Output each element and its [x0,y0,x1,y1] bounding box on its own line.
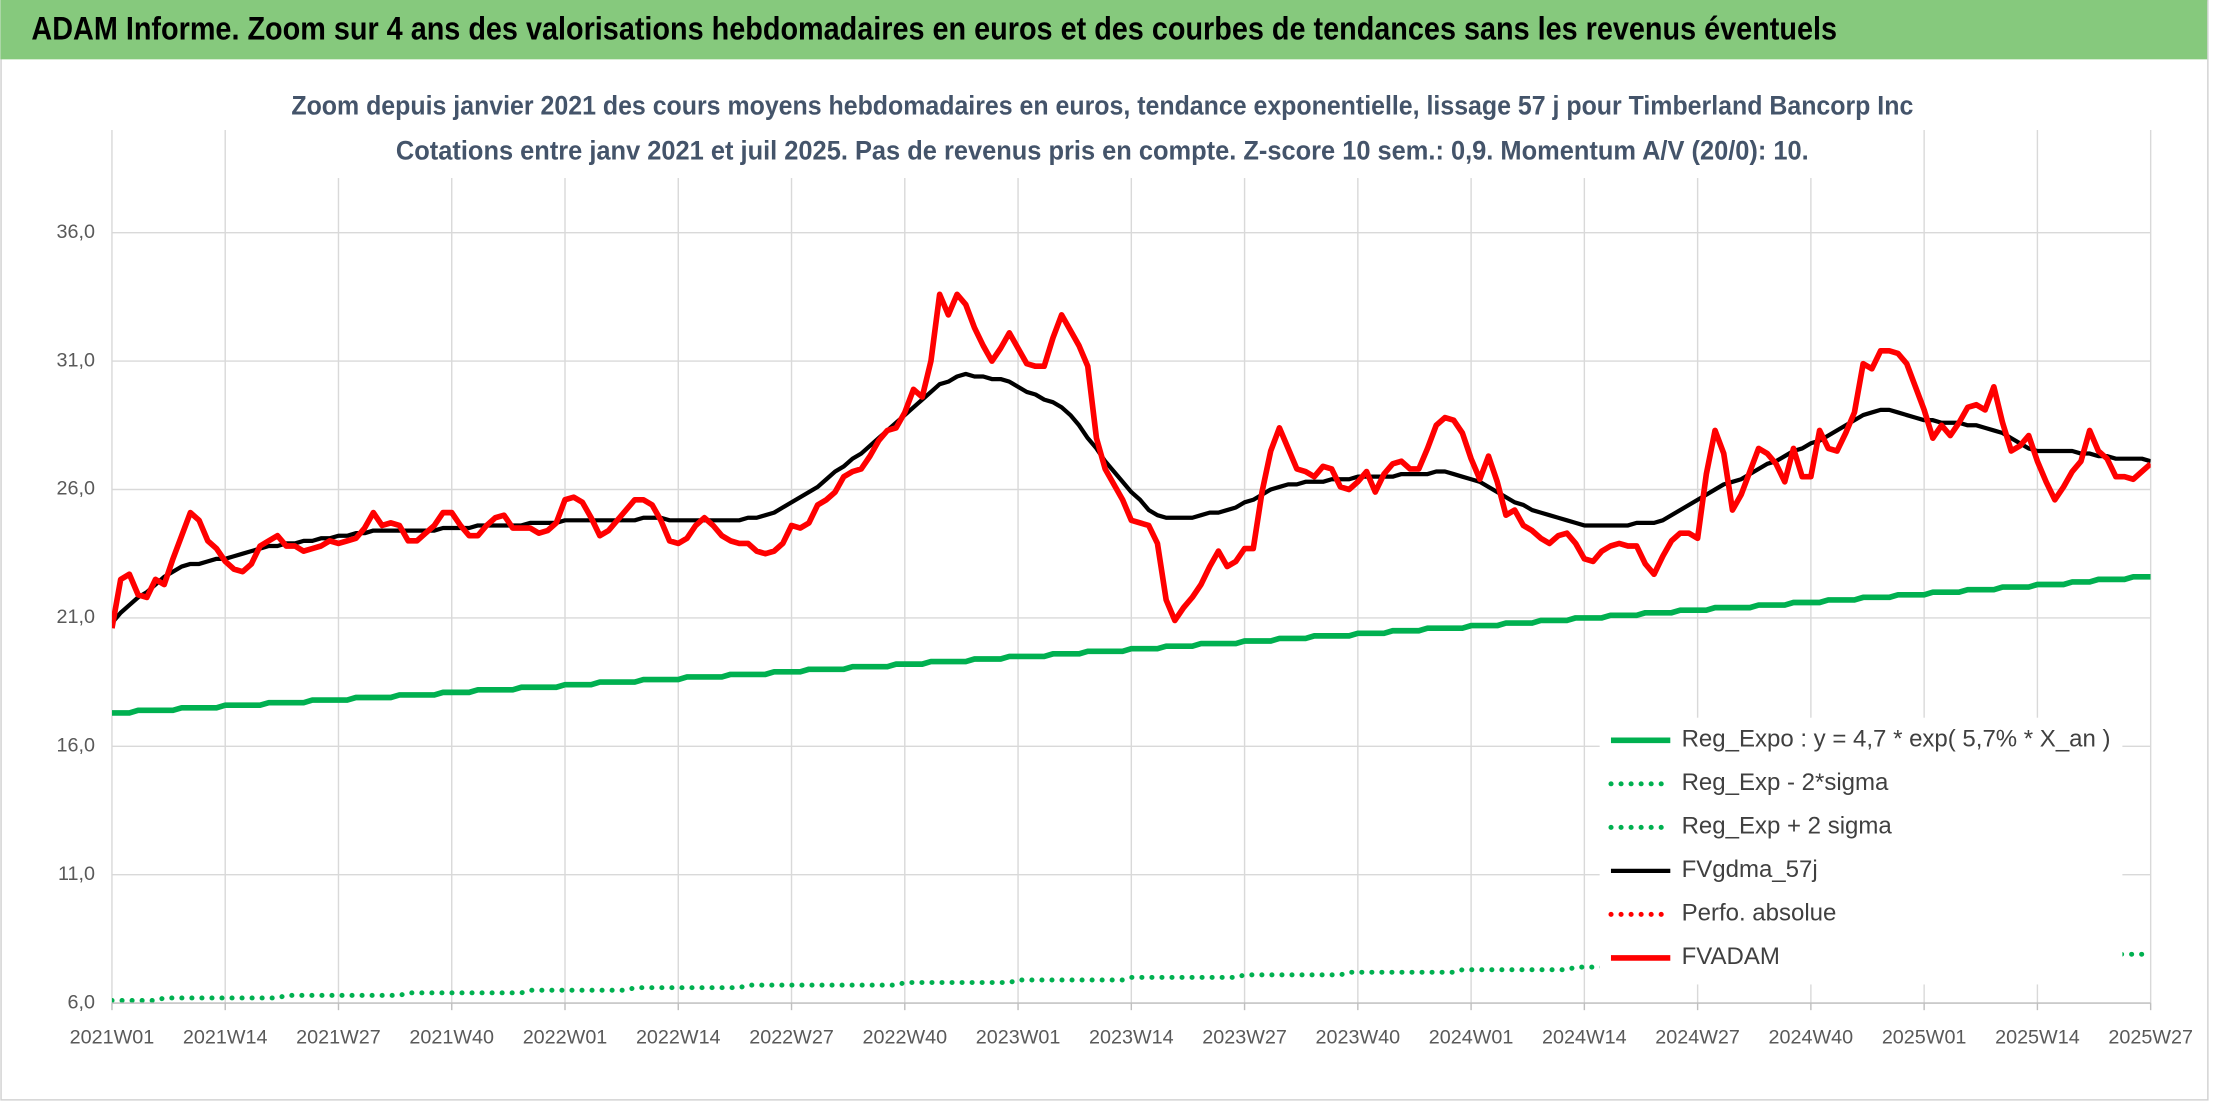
x-tick-label: 2021W01 [70,1027,155,1049]
x-tick-label: 2021W40 [409,1027,494,1049]
y-tick-label: 36,0 [57,221,95,243]
y-tick-label: 16,0 [57,735,95,757]
legend-label: Perfo. absolue [1682,900,1837,927]
legend: Reg_Expo : y = 4,7 * exp( 5,7% * X_an ) R… [1599,717,2123,985]
legend-background [1599,717,2123,985]
x-tick-label: 2022W27 [749,1027,834,1049]
x-tick-label: 2025W01 [1882,1027,1967,1049]
x-tick-label: 2021W27 [296,1027,381,1049]
x-tick-label: 2023W01 [976,1027,1061,1049]
x-tick-label: 2023W40 [1316,1027,1401,1049]
subtitle-background [289,84,1915,179]
legend-label: Reg_Exp - 2*sigma [1682,769,1889,796]
x-tick-label: 2022W40 [862,1027,947,1049]
y-tick-label: 11,0 [58,863,95,885]
subtitle-line: Zoom depuis janvier 2021 des cours moyen… [291,90,1913,120]
legend-label: FVgdma_57j [1682,856,1818,883]
y-tick-label: 21,0 [57,606,95,628]
legend-label: Reg_Exp + 2 sigma [1682,813,1893,840]
x-tick-label: 2023W27 [1202,1027,1287,1049]
y-tick-label: 6,0 [68,991,95,1013]
x-tick-label: 2025W14 [1995,1027,2080,1049]
series-line [111,371,2151,625]
x-tick-label: 2024W14 [1542,1027,1627,1049]
legend-label: Reg_Expo : y = 4,7 * exp( 5,7% * X_an ) [1682,726,2111,753]
x-tick-label: 2022W01 [523,1027,608,1049]
x-tick-label: 2025W27 [2108,1027,2193,1049]
x-tick-label: 2024W40 [1769,1027,1854,1049]
x-tick-label: 2022W14 [636,1027,721,1049]
page-title: ADAM Informe. Zoom sur 4 ans des valoris… [31,11,1837,47]
x-tick-label: 2023W14 [1089,1027,1174,1049]
y-tick-label: 31,0 [57,349,95,371]
series-line [111,573,2151,716]
axes: 6,0 11,0 16,0 21,0 26,0 31,0 36,0 2021W01 2021W1… [57,221,2193,1049]
subtitle-line: Cotations entre janv 2021 et juil 2025. … [396,136,1809,166]
series-line [111,291,2151,629]
legend-label: FVADAM [1682,943,1780,970]
y-tick-label: 26,0 [57,478,95,500]
x-tick-label: 2024W01 [1429,1027,1514,1049]
plot-area [111,291,2151,1004]
x-tick-label: 2024W27 [1655,1027,1740,1049]
title-banner [0,0,2208,60]
x-tick-label: 2021W14 [183,1027,268,1049]
